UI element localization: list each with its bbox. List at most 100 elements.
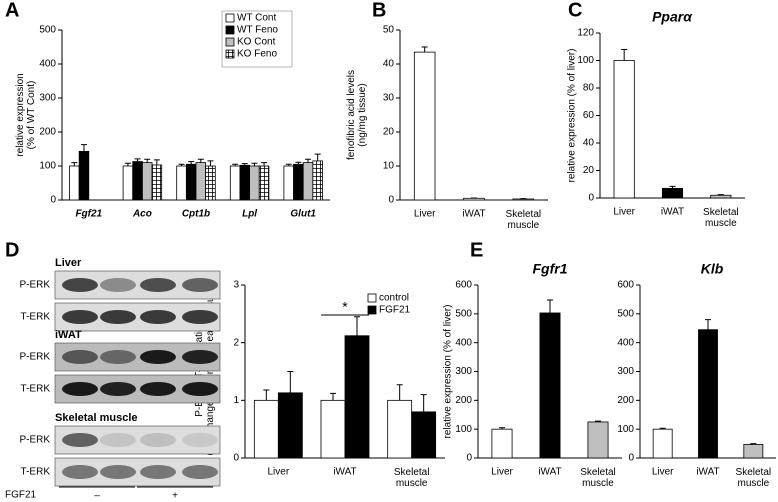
legend-swatch	[225, 25, 235, 35]
bar	[743, 444, 764, 459]
blot-band	[140, 310, 176, 324]
y-tick-label: 40	[383, 59, 395, 70]
treatment-label: FGF21	[5, 490, 37, 501]
blot-band	[182, 278, 218, 292]
y-tick-label: 500	[455, 308, 472, 319]
y-tick-label: 120	[577, 28, 594, 39]
x-tick-label: iWAT	[538, 467, 561, 478]
error-bar	[287, 371, 294, 393]
blot-band	[182, 350, 218, 364]
error-bar	[750, 443, 757, 445]
y-tick-label: 0	[50, 195, 56, 206]
bar	[613, 60, 635, 199]
bar	[78, 150, 90, 201]
y-tick-label: 20	[583, 165, 595, 176]
x-tick-label: Liver	[267, 467, 289, 478]
x-tick-label: Fgf21	[75, 209, 102, 220]
y-axis-label: (ng/mg tissue)	[357, 83, 368, 146]
bar	[258, 165, 270, 201]
bar	[229, 165, 241, 201]
error-bar	[241, 163, 248, 166]
legend-swatch	[367, 293, 377, 303]
blot-band	[140, 278, 176, 292]
y-axis-label: relative expression	[15, 73, 26, 156]
x-tick-label: Cpt1b	[182, 209, 210, 220]
error-bar	[207, 160, 214, 166]
chart-title: Klb	[701, 261, 724, 277]
y-tick-label: 100	[455, 424, 472, 435]
y-tick-label: 0	[388, 195, 394, 206]
y-tick-label: 40	[583, 138, 595, 149]
error-bar	[595, 420, 601, 422]
bar	[320, 399, 346, 459]
y-tick-label: 0	[466, 453, 472, 464]
blot-band	[182, 382, 218, 396]
error-bar	[232, 163, 239, 166]
y-tick-label: 2	[233, 337, 239, 348]
bar	[698, 329, 718, 459]
bar	[253, 399, 279, 459]
blot-band	[62, 278, 98, 292]
error-bar	[197, 158, 204, 163]
blot-band	[100, 278, 136, 292]
y-tick-label: 400	[39, 59, 56, 70]
x-tick-label: Liver	[491, 467, 513, 478]
x-tick-label: Skeletal muscle	[506, 209, 542, 231]
y-tick-label: 1	[233, 395, 239, 406]
error-bar	[659, 427, 666, 430]
error-bar	[251, 162, 258, 166]
blot-band	[140, 350, 176, 364]
row-label: T-ERK	[21, 312, 51, 323]
tissue-label: Skeletal muscle	[55, 412, 138, 424]
bar	[185, 163, 197, 201]
y-tick-label: 100	[617, 424, 634, 435]
blot-band	[100, 465, 136, 479]
error-bar	[547, 299, 553, 313]
error-bar	[396, 384, 403, 401]
bar	[293, 163, 304, 201]
blot-band	[62, 465, 98, 479]
error-bar	[305, 158, 312, 163]
y-tick-label: 300	[455, 366, 472, 377]
y-tick-label: 100	[39, 161, 56, 172]
error-bar	[717, 194, 724, 196]
treatment-level: +	[172, 491, 178, 502]
panel-letter: B	[372, 0, 386, 22]
bar	[312, 160, 323, 201]
x-tick-label: iWAT	[333, 467, 356, 478]
x-tick-label: Skeletal muscle	[703, 207, 739, 229]
blot-band	[100, 310, 136, 324]
blot-band	[182, 433, 218, 447]
blot-band	[100, 350, 136, 364]
error-bar	[263, 389, 270, 401]
error-bar	[285, 163, 292, 166]
error-bar	[621, 49, 628, 61]
row-label: P-ERK	[19, 352, 50, 363]
x-tick-label: iWAT	[661, 207, 684, 218]
error-bar	[71, 162, 78, 166]
bar	[141, 162, 153, 201]
blot-band	[62, 433, 98, 447]
bar	[122, 165, 134, 201]
y-tick-label: 300	[39, 93, 56, 104]
blot-band	[182, 465, 218, 479]
bar	[277, 392, 303, 459]
x-tick-label: Glut1	[290, 209, 316, 220]
y-tick-label: 80	[583, 83, 595, 94]
y-tick-label: 0	[233, 453, 239, 464]
error-bar	[153, 159, 160, 165]
error-bar	[134, 158, 141, 162]
y-tick-label: 400	[617, 337, 634, 348]
bar	[176, 165, 187, 201]
y-tick-label: 0	[628, 453, 634, 464]
x-tick-label: Skeletal muscle	[736, 467, 772, 489]
blot-band	[100, 433, 136, 447]
error-bar	[295, 161, 302, 165]
bar	[69, 165, 80, 201]
y-tick-label: 30	[383, 93, 395, 104]
y-tick-label: 500	[617, 308, 634, 319]
y-axis-label: fenofibric acid levels	[346, 70, 357, 160]
error-bar	[80, 144, 87, 152]
bar	[411, 411, 437, 459]
x-tick-label: Skeletal muscle	[580, 467, 616, 489]
